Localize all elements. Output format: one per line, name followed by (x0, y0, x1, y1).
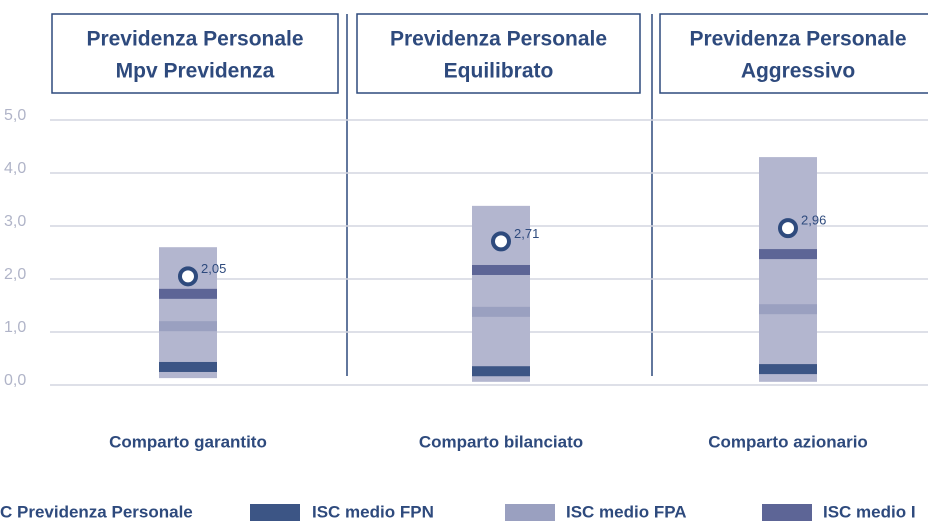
header-box (356, 13, 641, 94)
isc-marker (778, 218, 798, 239)
isc-bar (472, 366, 530, 377)
legend-swatch (762, 504, 812, 521)
header-text: Previdenza Personale (86, 28, 303, 51)
isc-bar (159, 361, 217, 372)
legend-label: ISC medio I (823, 502, 916, 521)
isc-bar (159, 288, 217, 299)
x-tick-label: Comparto azionario (708, 432, 868, 451)
y-tick-label: 0,0 (4, 372, 26, 389)
legend-swatch (250, 504, 300, 521)
value-label: 2,96 (801, 213, 826, 228)
header-box (51, 13, 339, 94)
range-bar (759, 157, 817, 382)
isc-bar (472, 306, 530, 317)
legend-label: ISC medio FPN (312, 502, 434, 521)
isc-bar (759, 304, 817, 315)
y-tick-label: 1,0 (4, 319, 26, 336)
y-tick-label: 4,0 (4, 160, 26, 177)
header-text: Previdenza Personale (689, 28, 906, 51)
isc-bar (759, 249, 817, 260)
isc-marker (178, 266, 198, 287)
header-text: Aggressivo (741, 60, 855, 83)
legend-swatch (505, 504, 555, 521)
header-text: Mpv Previdenza (116, 60, 275, 83)
value-label: 2,05 (201, 261, 226, 276)
header-box (659, 13, 928, 94)
legend-label: C Previdenza Personale (0, 502, 193, 521)
isc-bar (159, 321, 217, 332)
legend-label: ISC medio FPA (566, 502, 687, 521)
isc-marker (491, 231, 511, 252)
isc-bar (759, 364, 817, 375)
y-tick-label: 5,0 (4, 107, 26, 124)
value-label: 2,71 (514, 226, 539, 241)
isc-bar (472, 264, 530, 275)
y-tick-label: 3,0 (4, 213, 26, 230)
x-tick-label: Comparto bilanciato (419, 432, 583, 451)
x-tick-label: Comparto garantito (109, 432, 267, 451)
header-text: Equilibrato (444, 60, 554, 83)
header-text: Previdenza Personale (390, 28, 607, 51)
y-tick-label: 2,0 (4, 266, 26, 283)
